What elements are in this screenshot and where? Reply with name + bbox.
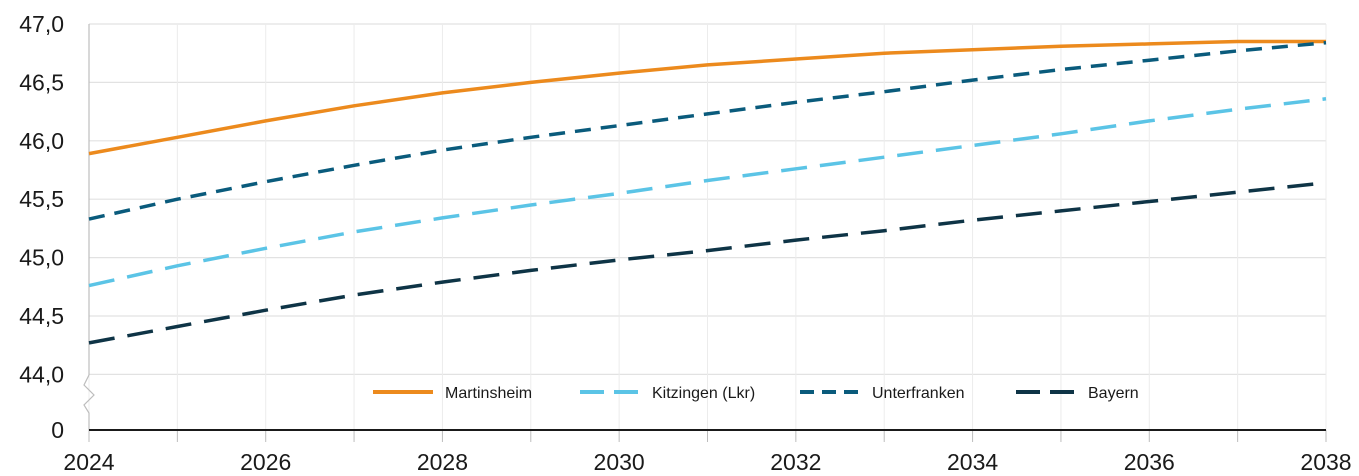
y-tick-label: 0 [51, 417, 64, 443]
x-tick-label: 2036 [1124, 449, 1175, 475]
x-tick-label: 2028 [417, 449, 468, 475]
y-tick-label: 44,0 [19, 361, 64, 387]
y-tick-labels: 0 44,0 44,5 45,0 45,5 46,0 46,5 47,0 [19, 11, 64, 443]
series-lines [88, 39, 1327, 345]
y-tick-label: 46,5 [19, 69, 64, 95]
x-tick-label: 2030 [594, 449, 645, 475]
y-tick-label: 44,5 [19, 303, 64, 329]
x-tick-label: 2026 [240, 449, 291, 475]
series-line-unterfranken [88, 40, 1327, 221]
x-tick-label: 2032 [770, 449, 821, 475]
y-tick-label: 45,0 [19, 245, 64, 271]
series-line-martinsheim [88, 39, 1326, 156]
y-tick-label: 47,0 [19, 11, 64, 37]
legend-label: Bayern [1088, 385, 1139, 402]
x-tick-label: 2038 [1300, 449, 1351, 475]
gridlines [88, 23, 1327, 430]
legend-label: Unterfranken [872, 385, 965, 402]
y-axis-break [83, 374, 95, 430]
series-line-kitzingen-lkr [88, 97, 1327, 288]
legend-label: Kitzingen (Lkr) [652, 385, 755, 402]
series-line-bayern [88, 181, 1327, 345]
axes [83, 24, 1327, 442]
x-tick-label: 2034 [947, 449, 998, 475]
y-tick-label: 45,5 [19, 186, 64, 212]
x-tick-label: 2024 [63, 449, 114, 475]
x-tick-labels: 2024 2026 2028 2030 2032 2034 2036 2038 [63, 449, 1351, 475]
legend-label: Martinsheim [445, 385, 532, 402]
y-tick-label: 46,0 [19, 128, 64, 154]
legend: Martinsheim Kitzingen (Lkr) Unterfranken Ba… [373, 385, 1139, 402]
